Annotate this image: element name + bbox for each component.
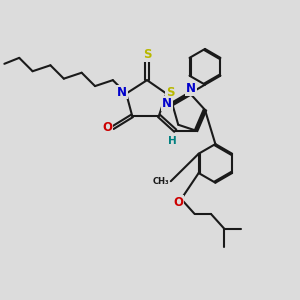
Text: N: N: [162, 97, 172, 110]
Text: S: S: [143, 48, 151, 62]
Text: O: O: [173, 196, 183, 208]
Text: S: S: [166, 85, 174, 98]
Text: H: H: [168, 136, 177, 146]
Text: CH₃: CH₃: [153, 177, 169, 186]
Text: O: O: [102, 121, 112, 134]
Text: N: N: [186, 82, 196, 95]
Text: N: N: [117, 85, 127, 98]
